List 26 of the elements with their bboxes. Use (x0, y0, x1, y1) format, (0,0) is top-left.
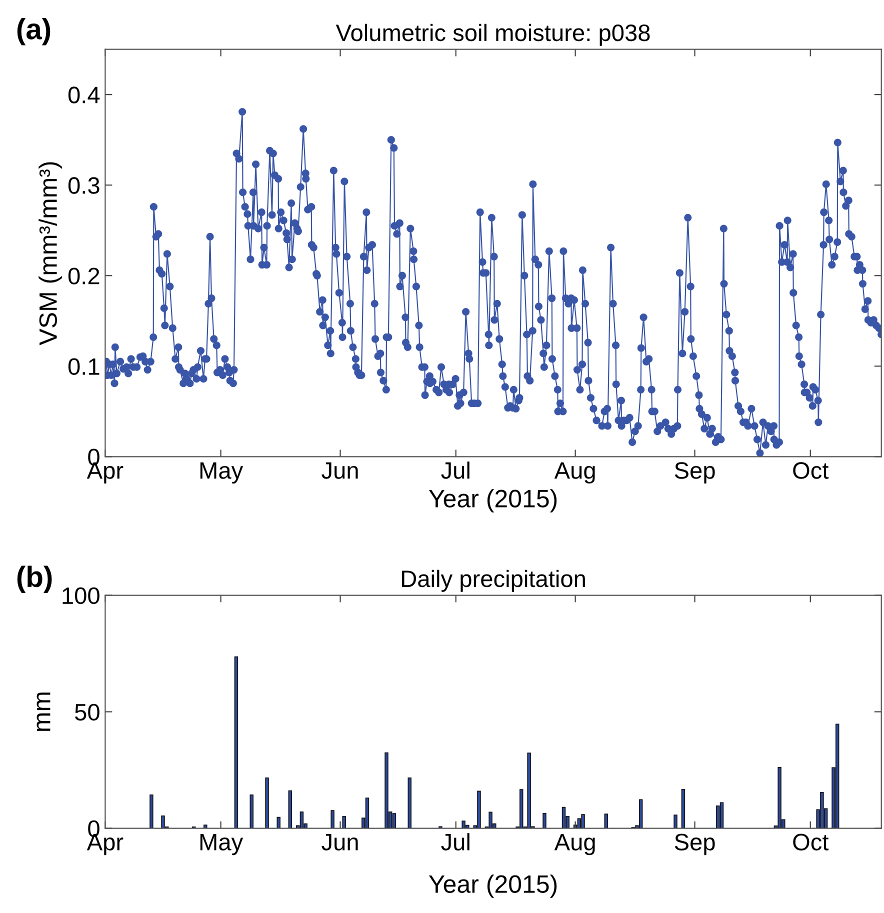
x-tick-label: Aug (554, 834, 595, 856)
x-axis-title: Year (2015) (428, 874, 557, 898)
x-tick-label: Jul (441, 833, 470, 850)
y-axis-title: VSM (mm³/mm³) (38, 162, 62, 346)
y-tick-label: 0.3 (68, 177, 100, 194)
y-tick-label: 100 (62, 587, 100, 604)
x-tick-label: Sep (674, 462, 715, 484)
y-tick-label: 0.2 (68, 268, 100, 284)
chart-title: Daily precipitation (402, 570, 585, 592)
text: (b) (17, 566, 52, 593)
x-tick-label: Aug (554, 462, 595, 484)
x-tick-label: Jul (441, 462, 470, 479)
text: (a) (17, 18, 50, 46)
x-tick-label: Oct (793, 462, 829, 479)
x-tick-label: Jun (322, 834, 358, 850)
x-axis-title: Year (2015) (428, 489, 557, 512)
chart-title: Volumetric soil moisture: p038 (336, 24, 650, 46)
x-tick-label: May (200, 462, 244, 484)
x-tick-label: Jun (322, 462, 358, 479)
x-tick-label: Oct (793, 834, 829, 850)
y-axis-title: mm (36, 692, 50, 731)
y-tick-label: 0.1 (68, 358, 100, 375)
x-tick-label: May (200, 834, 244, 856)
x-tick-label: Sep (674, 834, 715, 856)
y-tick-label: 0.4 (68, 86, 100, 104)
y-tick-label: 50 (75, 704, 100, 721)
